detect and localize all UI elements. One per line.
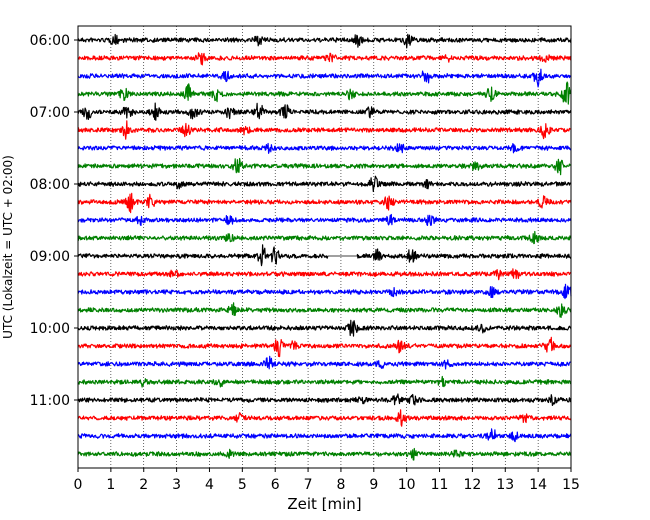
seismic-trace xyxy=(77,192,572,214)
x-tick-label: 8 xyxy=(336,477,345,493)
y-tick-label: 06:00 xyxy=(30,33,70,49)
seismic-trace xyxy=(77,244,572,267)
seismic-trace xyxy=(77,355,572,370)
x-tick-label: 12 xyxy=(463,477,481,493)
x-tick-label: 2 xyxy=(139,477,148,493)
seismic-trace xyxy=(77,120,572,140)
seismic-trace xyxy=(77,213,572,226)
x-tick-label: 4 xyxy=(205,477,214,493)
seismic-trace xyxy=(77,409,572,427)
trace-group xyxy=(77,33,572,461)
y-tick-label: 07:00 xyxy=(30,105,70,121)
plot-frame xyxy=(77,25,572,469)
x-tick-label: 11 xyxy=(431,477,449,493)
seismic-trace xyxy=(77,283,572,300)
seismic-trace xyxy=(77,230,572,245)
plot-background xyxy=(78,26,571,468)
seismic-trace xyxy=(77,319,572,337)
seismic-trace xyxy=(77,336,572,358)
x-tick-label: 3 xyxy=(172,477,181,493)
x-tick-label: 9 xyxy=(369,477,378,493)
seismic-trace xyxy=(77,175,572,193)
x-tick-label: 1 xyxy=(106,477,115,493)
y-tick-label: 09:00 xyxy=(30,249,70,265)
x-tick-label: 13 xyxy=(496,477,514,493)
x-tick-label: 5 xyxy=(238,477,247,493)
seismic-trace xyxy=(77,428,572,443)
x-axis-label: Zeit [min] xyxy=(287,495,361,513)
x-tick-label: 15 xyxy=(562,477,580,493)
seismic-trace xyxy=(77,102,572,121)
y-tick-label: 10:00 xyxy=(30,321,70,337)
seismic-trace xyxy=(77,142,572,154)
x-axis: 0 1 2 3 4 5 6 7 8 9 10 11 12 13 14 15 xyxy=(74,468,580,493)
seismic-trace xyxy=(77,52,572,66)
y-axis-label: UTC (Lokalzeit = UTC + 02:00) xyxy=(1,155,15,339)
seismic-trace xyxy=(77,375,572,388)
x-tick-label: 0 xyxy=(74,477,83,493)
seismic-trace xyxy=(77,157,572,176)
seismic-trace xyxy=(77,302,572,318)
seismic-trace xyxy=(77,68,572,88)
seismic-trace xyxy=(77,447,572,461)
x-tick-label: 14 xyxy=(529,477,547,493)
y-axis: 06:00 07:00 08:00 09:00 10:00 11:00 xyxy=(30,33,78,409)
x-tick-label: 7 xyxy=(304,477,313,493)
y-tick-label: 08:00 xyxy=(30,177,70,193)
x-tick-label: 10 xyxy=(398,477,416,493)
y-tick-label: 11:00 xyxy=(30,393,70,409)
seismic-trace xyxy=(77,33,572,49)
x-tick-label: 6 xyxy=(271,477,280,493)
seismic-trace xyxy=(77,393,572,406)
seismic-trace xyxy=(77,268,572,281)
seismic-trace xyxy=(77,81,572,105)
